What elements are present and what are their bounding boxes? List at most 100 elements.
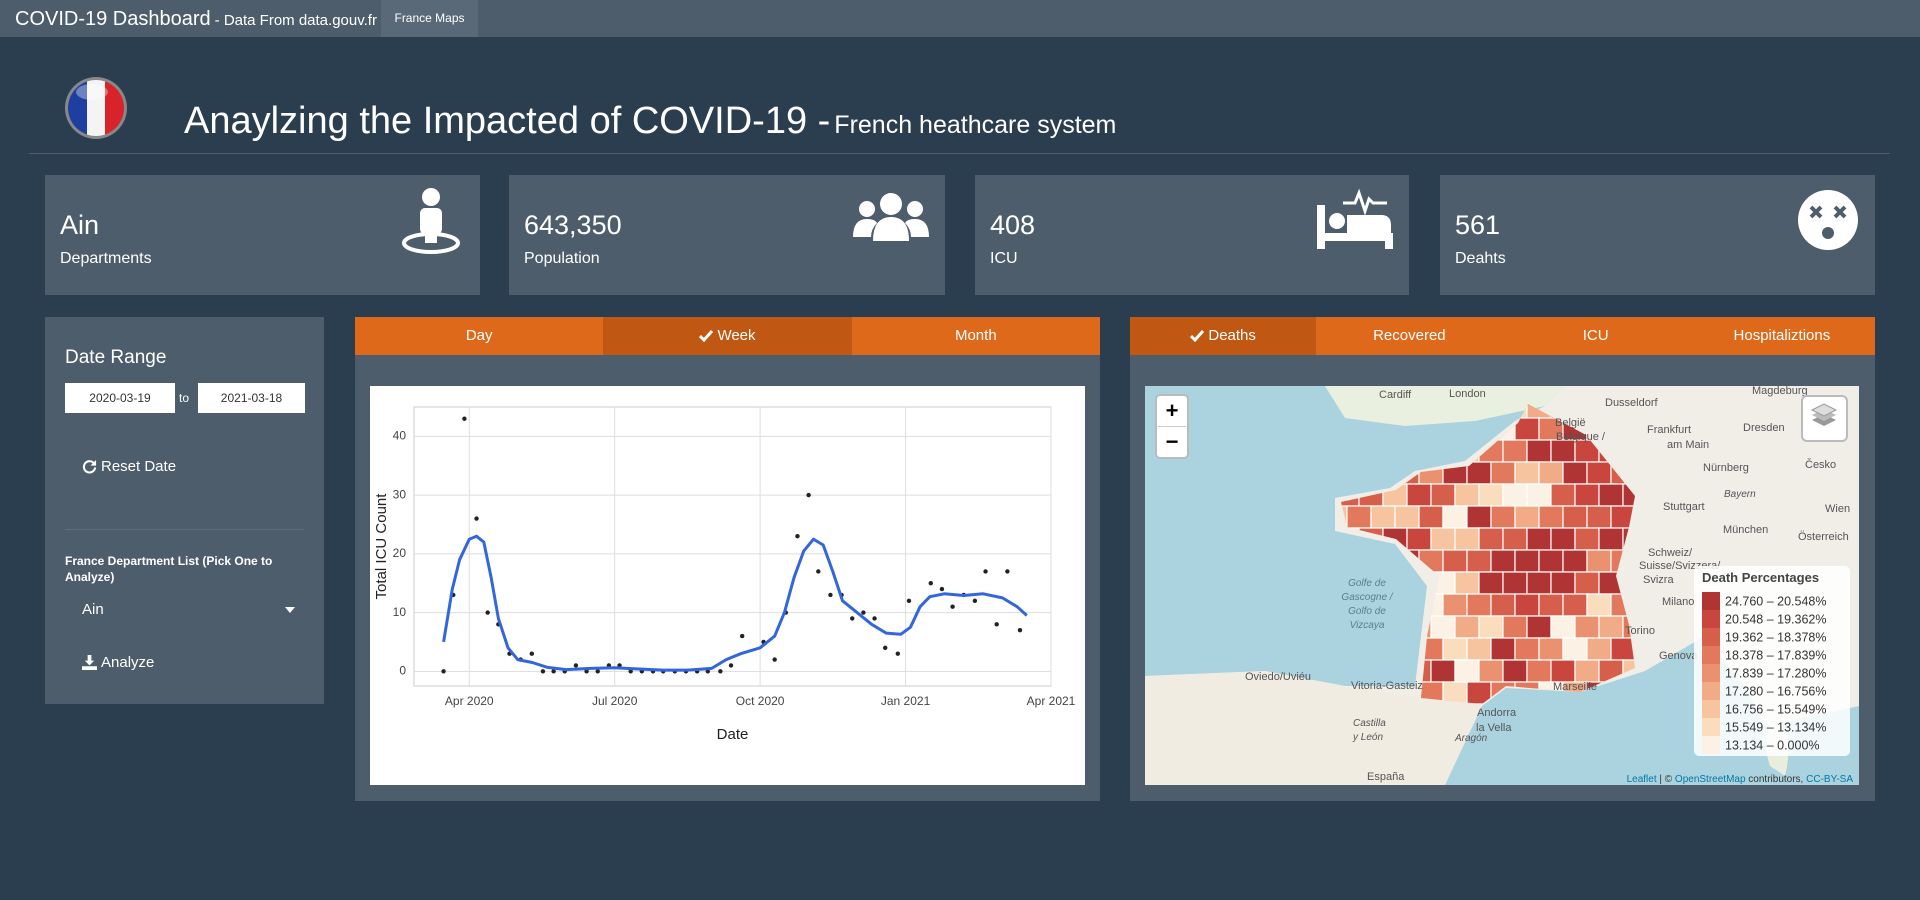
department[interactable] xyxy=(1454,483,1480,507)
department[interactable] xyxy=(1550,571,1576,595)
department[interactable] xyxy=(1514,637,1540,661)
department[interactable] xyxy=(1622,439,1647,463)
department[interactable] xyxy=(1598,615,1624,639)
department[interactable] xyxy=(1574,615,1600,639)
department[interactable] xyxy=(1598,483,1624,507)
department[interactable] xyxy=(1574,659,1600,683)
department[interactable] xyxy=(1586,637,1612,661)
department[interactable] xyxy=(1406,483,1432,507)
tab[interactable]: Month xyxy=(851,317,1100,355)
department[interactable] xyxy=(1454,659,1480,683)
department[interactable] xyxy=(1490,505,1516,529)
reset-button[interactable]: Reset Date xyxy=(82,458,176,475)
department[interactable] xyxy=(1550,396,1576,419)
department[interactable] xyxy=(1550,527,1576,551)
department[interactable] xyxy=(1550,659,1576,683)
department[interactable] xyxy=(1550,483,1576,507)
analyze-button[interactable]: Analyze xyxy=(82,654,154,671)
department[interactable] xyxy=(1418,637,1444,661)
department[interactable] xyxy=(1478,659,1504,683)
department[interactable] xyxy=(1538,549,1564,573)
department[interactable] xyxy=(1442,461,1468,485)
department[interactable] xyxy=(1574,439,1600,463)
department[interactable] xyxy=(1514,593,1540,617)
department[interactable] xyxy=(1562,549,1588,573)
department[interactable] xyxy=(1442,637,1468,661)
department[interactable] xyxy=(1466,505,1492,529)
department[interactable] xyxy=(1610,461,1635,485)
department[interactable] xyxy=(1598,527,1624,551)
department[interactable] xyxy=(1610,549,1635,573)
department[interactable] xyxy=(1538,505,1564,529)
department[interactable] xyxy=(1430,527,1456,551)
department[interactable] xyxy=(1574,483,1600,507)
department[interactable] xyxy=(1430,615,1456,639)
department[interactable] xyxy=(1454,527,1480,551)
end-date-input[interactable]: 2021-03-18 xyxy=(198,383,305,413)
department[interactable] xyxy=(1478,483,1504,507)
department[interactable] xyxy=(1634,637,1659,661)
department[interactable] xyxy=(1562,461,1588,485)
department[interactable] xyxy=(1598,439,1624,463)
zoom-out[interactable]: − xyxy=(1166,429,1179,454)
department-select[interactable]: Ain xyxy=(82,601,104,618)
department[interactable] xyxy=(1610,505,1635,529)
department[interactable] xyxy=(1526,571,1552,595)
department[interactable] xyxy=(1598,659,1624,683)
department[interactable] xyxy=(1574,396,1600,419)
department[interactable] xyxy=(1466,461,1492,485)
department[interactable] xyxy=(1430,659,1456,683)
department[interactable] xyxy=(1514,549,1540,573)
department[interactable] xyxy=(1514,505,1540,529)
zoom-in[interactable]: + xyxy=(1166,398,1179,423)
department[interactable] xyxy=(1586,461,1612,485)
department[interactable] xyxy=(1562,637,1588,661)
department[interactable] xyxy=(1586,549,1612,573)
department[interactable] xyxy=(1538,593,1564,617)
department[interactable] xyxy=(1550,615,1576,639)
department[interactable] xyxy=(1466,637,1492,661)
department[interactable] xyxy=(1370,505,1396,529)
department[interactable] xyxy=(1622,527,1647,551)
department[interactable] xyxy=(1502,615,1528,639)
start-date-input[interactable]: 2020-03-19 xyxy=(65,383,175,413)
department[interactable] xyxy=(1634,593,1659,617)
department[interactable] xyxy=(1466,593,1492,617)
department[interactable] xyxy=(1550,439,1576,463)
department[interactable] xyxy=(1406,527,1432,551)
map[interactable]: Cardiff London Dusseldorf Magdeburg Belg… xyxy=(1145,386,1859,785)
department[interactable] xyxy=(1634,461,1659,485)
department[interactable] xyxy=(1622,483,1647,507)
department[interactable] xyxy=(1562,593,1588,617)
attribution-link[interactable]: CC-BY-SA xyxy=(1806,774,1853,785)
department[interactable] xyxy=(1514,417,1540,441)
department[interactable] xyxy=(1586,593,1612,617)
department[interactable] xyxy=(1430,483,1456,507)
tab[interactable]: Day xyxy=(355,317,604,355)
department[interactable] xyxy=(1442,549,1468,573)
department[interactable] xyxy=(1538,461,1564,485)
tab[interactable]: ICU xyxy=(1502,317,1689,355)
department[interactable] xyxy=(1526,615,1552,639)
department[interactable] xyxy=(1478,571,1504,595)
department[interactable] xyxy=(1490,549,1516,573)
department[interactable] xyxy=(1598,571,1624,595)
department[interactable] xyxy=(1490,461,1516,485)
department[interactable] xyxy=(1610,417,1635,441)
department[interactable] xyxy=(1394,505,1420,529)
department[interactable] xyxy=(1562,505,1588,529)
department[interactable] xyxy=(1586,505,1612,529)
department[interactable] xyxy=(1490,637,1516,661)
department[interactable] xyxy=(1574,571,1600,595)
department[interactable] xyxy=(1466,681,1492,704)
tab[interactable]: Hospitaliztions xyxy=(1688,317,1875,355)
department[interactable] xyxy=(1418,549,1444,573)
tab[interactable]: Recovered xyxy=(1316,317,1503,355)
department[interactable] xyxy=(1346,505,1372,529)
department[interactable] xyxy=(1466,549,1492,573)
department[interactable] xyxy=(1634,505,1659,529)
department[interactable] xyxy=(1478,527,1504,551)
department[interactable] xyxy=(1418,505,1444,529)
department[interactable] xyxy=(1502,527,1528,551)
department[interactable] xyxy=(1610,637,1635,661)
